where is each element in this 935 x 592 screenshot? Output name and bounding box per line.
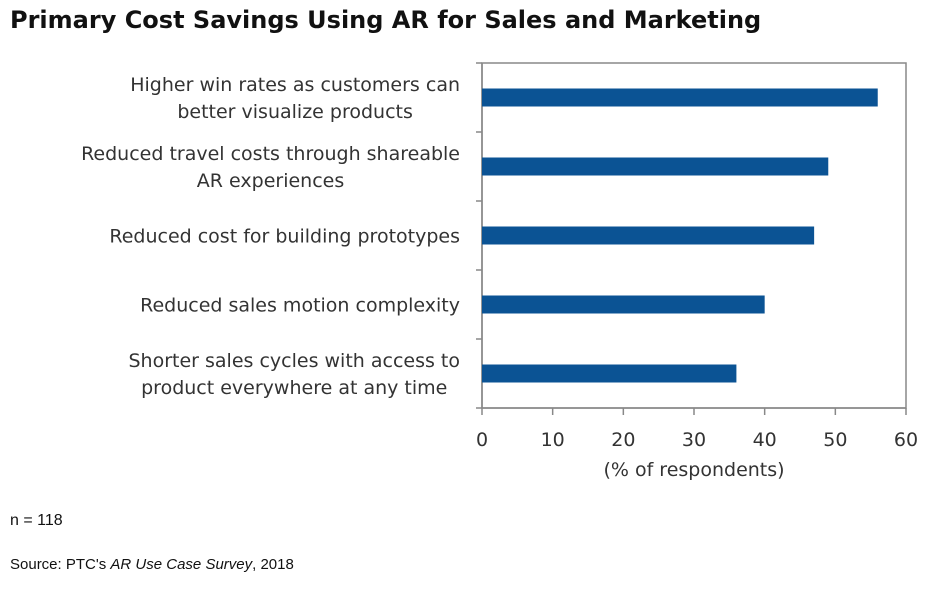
bar [482,295,765,314]
x-tick-label: 40 [753,429,777,451]
sample-size-note: n = 118 [10,512,63,529]
category-label: Reduced sales motion complexity [140,295,460,317]
category-label: Shorter sales cycles with access to [128,350,460,372]
source-suffix: , 2018 [252,556,294,573]
x-axis-ticks [481,408,907,415]
category-label: product everywhere at any time [141,377,447,399]
bar [482,226,815,245]
x-tick-label: 30 [682,429,706,451]
bar [482,364,737,383]
bar [482,88,878,107]
category-labels: Higher win rates as customers can better … [81,74,460,399]
category-label: Higher win rates as customers can [130,74,460,96]
bar-chart: Higher win rates as customers can better … [81,62,918,481]
x-tick-label: 50 [823,429,847,451]
category-label: AR experiences [197,170,344,192]
x-tick-labels: 0 10 20 30 40 50 60 [476,429,918,451]
bars-group [482,88,878,383]
category-label: Reduced cost for building prototypes [109,226,460,248]
x-tick-label: 10 [541,429,565,451]
bar [482,157,829,176]
x-tick-label: 0 [476,429,488,451]
chart-title: Primary Cost Savings Using AR for Sales … [10,6,762,34]
y-axis-ticks [476,62,482,409]
x-axis-title: (% of respondents) [603,459,784,481]
category-label: better visualize products [177,101,413,123]
category-label: Reduced travel costs through shareable [81,143,460,165]
x-tick-label: 20 [611,429,635,451]
source-note: Source: PTC's AR Use Case Survey, 2018 [10,556,294,573]
x-tick-label: 60 [894,429,918,451]
source-prefix: Source: PTC's [10,556,111,573]
source-survey-name: AR Use Case Survey [110,556,253,573]
